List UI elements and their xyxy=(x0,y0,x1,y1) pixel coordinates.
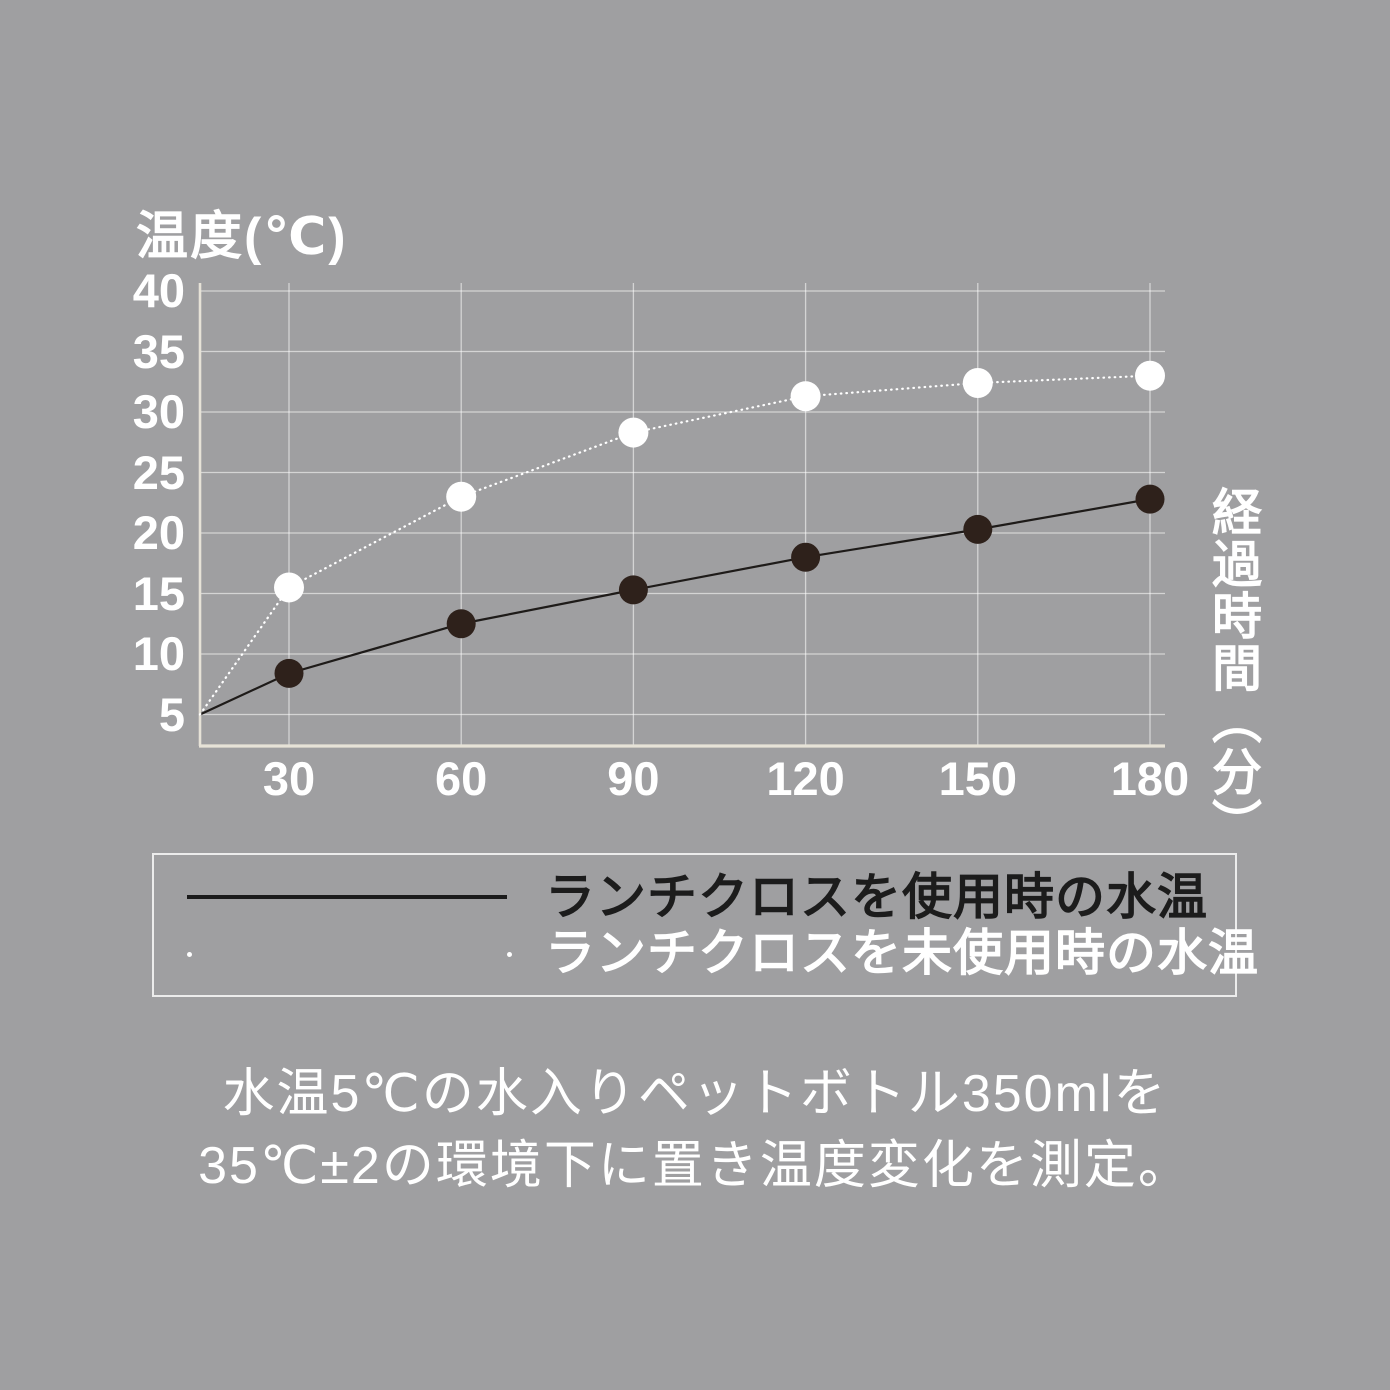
data-point-unused xyxy=(274,572,304,603)
legend-swatch-dotted-line-end xyxy=(507,952,512,957)
data-point-unused xyxy=(618,417,649,448)
y-tick-label: 20 xyxy=(132,506,185,559)
y-tick-label: 5 xyxy=(158,687,185,741)
caption-line-1: 水温5℃の水入りペットボトル350mlを xyxy=(222,1065,1168,1123)
legend-label-unused: ランチクロスを未使用時の水温 xyxy=(545,925,1259,981)
y-tick-label: 25 xyxy=(132,445,185,499)
legend-label-used: ランチクロスを使用時の水温 xyxy=(545,869,1208,925)
y-tick-label: 15 xyxy=(132,566,185,620)
x-tick-label: 120 xyxy=(766,752,845,805)
x-tick-label: 150 xyxy=(938,752,1017,805)
series-line-used xyxy=(199,498,1151,716)
caption: 水温5℃の水入りペットボトル350mlを 35℃±2の環境下に置き温度変化を測定… xyxy=(0,1058,1390,1202)
data-point-unused xyxy=(962,367,993,398)
data-point-used xyxy=(963,514,993,544)
series-line-unused xyxy=(198,374,1152,716)
legend-swatch-dotted-line-start xyxy=(187,952,192,957)
data-point-unused xyxy=(1135,360,1165,391)
data-point-used xyxy=(274,658,304,688)
y-tick-label: 10 xyxy=(132,627,185,680)
data-point-used xyxy=(446,609,476,639)
x-tick-label: 60 xyxy=(435,752,488,805)
caption-line-2: 35℃±2の環境下に置き温度変化を測定。 xyxy=(198,1137,1192,1195)
data-point-unused xyxy=(446,481,477,512)
y-tick-label: 30 xyxy=(132,385,185,438)
x-tick-label: 180 xyxy=(1110,752,1190,805)
x-axis-title-vertical: 経過時間（分） xyxy=(1205,486,1261,850)
y-tick-label: 35 xyxy=(132,324,185,378)
data-point-used xyxy=(791,542,821,572)
x-tick-label: 30 xyxy=(262,752,316,805)
y-tick-label: 40 xyxy=(132,264,185,317)
y-axis-title: 温度(℃) xyxy=(136,208,348,266)
legend-swatch-solid-line xyxy=(187,895,507,899)
x-tick-label: 90 xyxy=(607,752,660,805)
data-point-unused xyxy=(790,381,821,412)
legend-box: ランチクロスを使用時の水温 ランチクロスを未使用時の水温 xyxy=(152,853,1258,997)
data-point-used xyxy=(1135,484,1165,514)
data-point-used xyxy=(618,575,648,605)
